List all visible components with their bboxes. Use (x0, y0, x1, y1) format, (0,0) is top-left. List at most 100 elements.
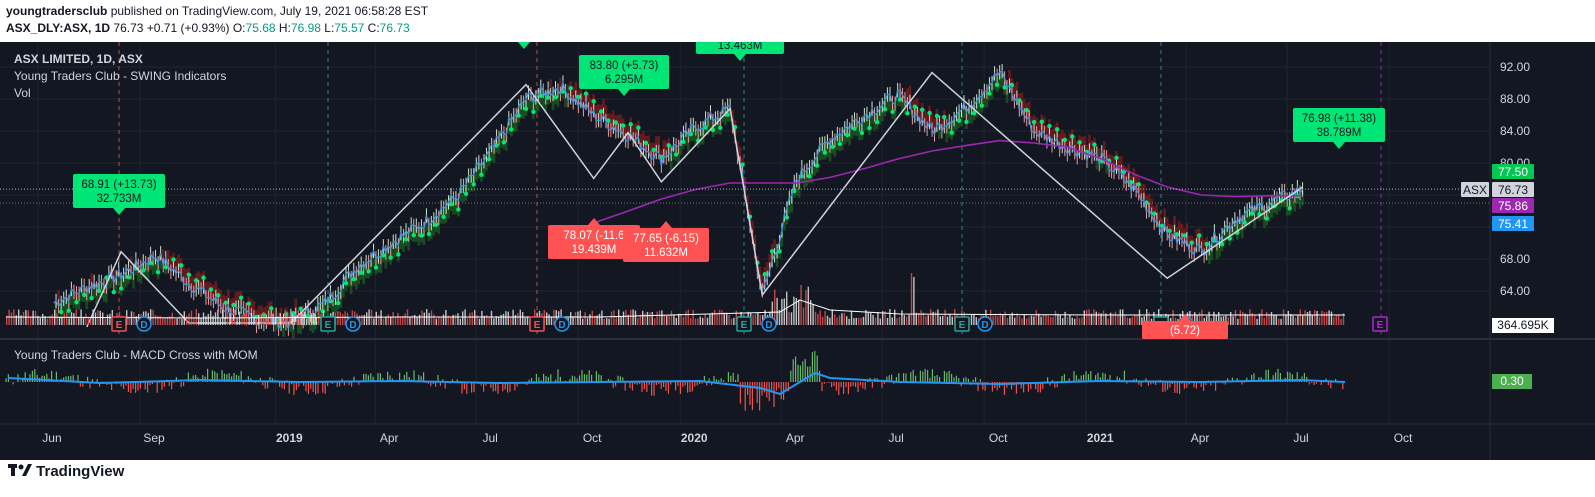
svg-text:77.65 (-6.15): 77.65 (-6.15) (633, 233, 699, 245)
svg-text:68.91 (+13.73): 68.91 (+13.73) (81, 179, 156, 191)
moving-average-line (593, 139, 1303, 224)
volume-tag: 364.695K (1492, 318, 1554, 333)
price-change: +0.71 (+0.93%) (146, 21, 230, 35)
event-marker-e[interactable]: E (954, 316, 970, 332)
svg-text:364.695K: 364.695K (1497, 318, 1548, 332)
time-axis-label: Oct (583, 431, 602, 445)
event-marker-d[interactable]: D (345, 316, 361, 332)
time-axis-label: Jul (888, 431, 903, 445)
price-tag: 75.41 (1492, 216, 1534, 231)
event-marker-e[interactable]: E (736, 316, 752, 332)
time-axis-label: 2019 (276, 431, 303, 445)
svg-text:38.789M: 38.789M (1317, 127, 1362, 139)
event-marker-d[interactable]: D (136, 316, 152, 332)
zigzag-line (86, 71, 1303, 328)
svg-text:76.98 (+11.38): 76.98 (+11.38) (1302, 113, 1376, 125)
svg-text:(5.72): (5.72) (1170, 325, 1200, 337)
event-marker-d[interactable]: D (554, 316, 570, 332)
price-callout-high[interactable]: 76.98 (+11.38) 38.789M (1293, 108, 1385, 149)
time-axis-label: Jul (1293, 431, 1308, 445)
last-price: 76.73 (113, 21, 144, 35)
volume-bars (6, 272, 1345, 325)
time-axis-label: Oct (1394, 431, 1413, 445)
svg-text:D: D (349, 320, 356, 331)
price-axis-tick: 88.00 (1500, 92, 1530, 106)
close-value: 76.73 (379, 21, 410, 35)
time-axis-label: 2020 (681, 431, 708, 445)
svg-text:75.41: 75.41 (1498, 217, 1528, 231)
price-callout-high[interactable]: 13.463M (696, 42, 784, 61)
price-line (53, 70, 1303, 331)
open-value: 75.68 (245, 21, 276, 35)
top-signal-marker (518, 42, 530, 49)
close-label: C: (367, 21, 380, 35)
time-axis-label: Sep (143, 431, 165, 445)
tradingview-brand[interactable]: TradingView (8, 463, 124, 481)
price-callout-low[interactable]: 78.07 (-11.6 19.439M (548, 218, 640, 259)
open-label: O: (232, 21, 246, 35)
event-marker-d[interactable]: D (977, 316, 993, 332)
publish-text: published on TradingView.com, July 19, 2… (110, 4, 429, 18)
event-marker-e[interactable]: E (1372, 316, 1388, 332)
macd-signal-line (7, 371, 1346, 396)
symbol-label: ASX_DLY:ASX, 1D (6, 21, 111, 35)
time-axis-label: Apr (786, 431, 805, 445)
price-tag: 76.73 (1492, 182, 1534, 197)
svg-text:0.30: 0.30 (1500, 374, 1524, 388)
svg-text:D: D (981, 320, 988, 331)
price-callout-high[interactable]: 83.80 (+5.73) 6.295M (579, 55, 669, 96)
time-axis-label: Oct (989, 431, 1008, 445)
volume-average-line (5, 299, 1345, 319)
tradingview-wordmark: TradingView (36, 463, 125, 480)
publish-info: youngtradersclub published on TradingVie… (6, 4, 428, 18)
svg-text:78.07 (-11.6: 78.07 (-11.6 (563, 230, 624, 242)
time-axis-label: 2021 (1087, 431, 1114, 445)
price-candles (55, 63, 1304, 336)
svg-text:13.463M: 13.463M (718, 42, 763, 52)
price-callout-high[interactable]: 68.91 (+13.73) 32.733M (73, 174, 165, 215)
time-axis-label: Apr (1191, 431, 1210, 445)
price-tag: 77.50 (1492, 164, 1534, 179)
macd-tag: 0.30 (1492, 374, 1532, 389)
svg-text:E: E (325, 320, 332, 331)
svg-text:D: D (765, 320, 772, 331)
indicator-vol-label[interactable]: Vol (14, 86, 31, 100)
price-axis-tick: 64.00 (1500, 284, 1530, 298)
event-marker-d[interactable]: D (761, 316, 777, 332)
svg-text:19.439M: 19.439M (572, 244, 617, 256)
svg-text:E: E (116, 320, 123, 331)
indicator-swing-label[interactable]: Young Traders Club - SWING Indicators (14, 69, 227, 83)
chart-title: ASX LIMITED, 1D, ASX (14, 52, 143, 66)
svg-text:D: D (558, 320, 565, 331)
price-axis-tick: 92.00 (1500, 60, 1530, 74)
svg-text:E: E (1377, 320, 1384, 331)
svg-text:ASX: ASX (1463, 183, 1487, 197)
event-marker-e[interactable]: E (529, 316, 545, 332)
price-axis-tick: 68.00 (1500, 252, 1530, 266)
time-axis-label: Jul (482, 431, 497, 445)
low-label: L: (324, 21, 335, 35)
ohlc-legend: ASX_DLY:ASX, 1D 76.73 +0.71 (+0.93%) O:7… (6, 21, 410, 35)
time-axis-label: Jun (42, 431, 61, 445)
svg-text:E: E (959, 320, 966, 331)
price-callout-low[interactable]: 77.65 (-6.15) 11.632M (623, 221, 709, 262)
svg-text:E: E (741, 320, 748, 331)
svg-text:77.50: 77.50 (1498, 165, 1528, 179)
event-marker-e[interactable]: E (111, 316, 127, 332)
chart-frame[interactable]: EDEDEDEDEDEDE92.0088.0084.0080.0068.0064… (0, 42, 1595, 460)
publisher-name[interactable]: youngtradersclub (6, 4, 108, 18)
price-tag: ASX (1461, 182, 1489, 197)
high-value: 76.98 (290, 21, 321, 35)
price-tag: 75.86 (1492, 198, 1534, 213)
low-value: 75.57 (334, 21, 365, 35)
svg-text:D: D (140, 320, 147, 331)
event-marker-e[interactable]: E (320, 316, 336, 332)
svg-text:76.73: 76.73 (1498, 183, 1528, 197)
svg-text:11.632M: 11.632M (644, 247, 688, 259)
time-axis-label: Apr (380, 431, 399, 445)
indicator-macd-label[interactable]: Young Traders Club - MACD Cross with MOM (14, 348, 258, 362)
price-callout-low[interactable]: (5.72) (1142, 314, 1228, 339)
swing-dots (58, 82, 1300, 325)
svg-text:32.733M: 32.733M (97, 193, 142, 205)
chart-canvas[interactable]: EDEDEDEDEDEDE92.0088.0084.0080.0068.0064… (0, 42, 1595, 460)
